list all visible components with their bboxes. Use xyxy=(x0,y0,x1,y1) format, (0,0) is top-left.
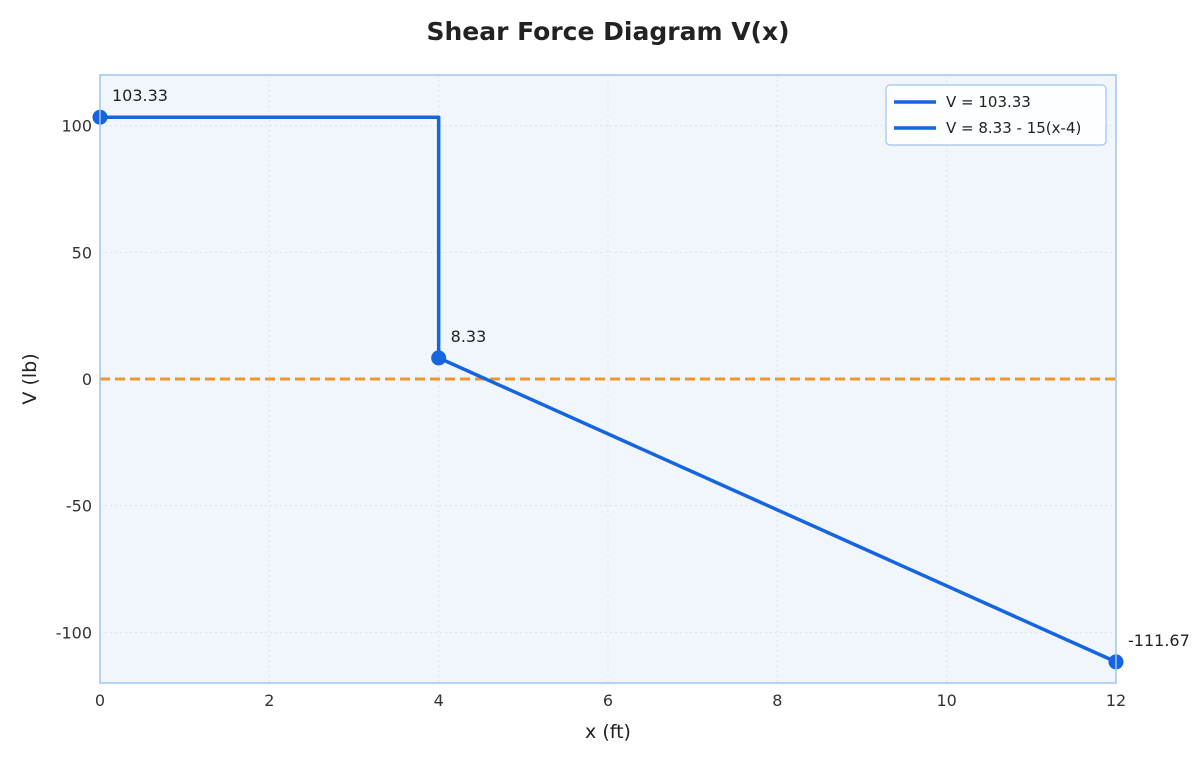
series-layer xyxy=(98,115,1118,664)
x-tick-label: 0 xyxy=(95,691,105,710)
data-label: -111.67 xyxy=(1128,631,1190,650)
series-line-2 xyxy=(436,356,1118,664)
legend-entry: V = 103.33 xyxy=(946,93,1031,111)
legend-box xyxy=(885,84,1107,146)
x-tick-label: 10 xyxy=(936,691,956,710)
x-axis-label: x (ft) xyxy=(585,721,631,743)
data-label: 103.33 xyxy=(112,86,168,105)
legend-entry: V = 8.33 - 15(x-4) xyxy=(946,119,1081,137)
data-point-marker xyxy=(431,350,447,366)
tick-labels: 0 2 4 6 8 10 12 -100 -50 0 50 100 xyxy=(56,117,1126,710)
y-tick-label: -100 xyxy=(56,623,92,642)
legend: V = 103.33 V = 8.33 - 15(x-4) xyxy=(885,84,1107,146)
x-tick-label: 6 xyxy=(603,691,613,710)
chart-title: Shear Force Diagram V(x) xyxy=(426,17,789,46)
x-tick-label: 2 xyxy=(264,691,274,710)
y-tick-label: 50 xyxy=(72,243,92,262)
x-tick-label: 12 xyxy=(1106,691,1126,710)
y-tick-label: -50 xyxy=(66,497,92,516)
plot-frame xyxy=(99,74,1117,684)
y-tick-label: 0 xyxy=(82,370,92,389)
data-label: 8.33 xyxy=(451,327,487,346)
x-tick-label: 4 xyxy=(434,691,444,710)
x-tick-label: 8 xyxy=(772,691,782,710)
data-labels: 103.33 8.33 -111.67 xyxy=(112,86,1190,650)
y-axis-label: V (lb) xyxy=(19,353,41,404)
y-tick-label: 100 xyxy=(61,117,92,136)
